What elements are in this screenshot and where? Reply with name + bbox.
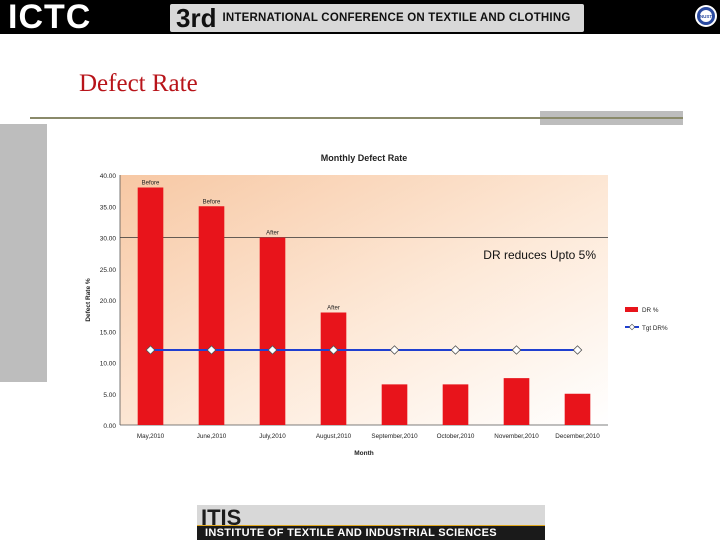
target-marker: [267, 345, 278, 355]
seal-text: NUST: [700, 14, 713, 19]
itis-logo: ITIS INSTITUTE OF TEXTILE AND INDUSTRIAL…: [197, 505, 545, 540]
legend-swatch-bar: [625, 307, 638, 312]
target-marker: [328, 345, 339, 355]
legend-label: Tgt DR%: [642, 325, 668, 332]
x-tick-label: September,2010: [371, 433, 418, 440]
bar: [442, 384, 469, 425]
legend-swatch-marker: [628, 323, 636, 331]
nust-seal-icon: NUST: [695, 5, 717, 27]
x-tick-label: November,2010: [494, 433, 539, 440]
conference-banner: ICTC 3rd INTERNATIONAL CONFERENCE ON TEX…: [0, 0, 720, 36]
bar: [320, 312, 347, 425]
bar: [137, 187, 164, 425]
x-tick-label: October,2010: [437, 433, 475, 440]
y-tick-label: 20.00: [100, 298, 117, 305]
legend-label: DR %: [642, 307, 659, 314]
x-tick-label: August,2010: [316, 433, 352, 440]
title-rule: [30, 117, 683, 119]
bar: [503, 378, 530, 425]
target-marker: [511, 345, 522, 355]
x-tick-label: May,2010: [137, 433, 165, 440]
target-marker: [389, 345, 400, 355]
conference-name: INTERNATIONAL CONFERENCE ON TEXTILE AND …: [222, 12, 571, 24]
chart-annotation: DR reduces Upto 5%: [483, 248, 596, 262]
bar: [259, 237, 286, 425]
itis-logo-full: INSTITUTE OF TEXTILE AND INDUSTRIAL SCIE…: [205, 527, 497, 539]
x-axis-title: Month: [354, 450, 374, 457]
bar: [381, 384, 408, 425]
x-tick-label: June,2010: [197, 433, 227, 440]
y-tick-label: 5.00: [103, 392, 116, 399]
bar: [198, 206, 225, 425]
bar-label: Before: [142, 181, 160, 187]
plot-area: [120, 175, 608, 425]
y-tick-label: 25.00: [100, 267, 117, 274]
y-tick-label: 35.00: [100, 204, 117, 211]
y-tick-label: 30.00: [100, 236, 117, 243]
y-tick-label: 15.00: [100, 329, 117, 336]
conference-edition: 3rd: [176, 2, 217, 33]
y-axis-title: Defect Rate %: [85, 278, 92, 322]
y-tick-label: 0.00: [103, 423, 116, 430]
ictc-logo-text: ICTC: [8, 0, 92, 36]
target-marker: [145, 345, 156, 355]
x-tick-label: July,2010: [259, 433, 286, 440]
slide-title: Defect Rate: [79, 70, 198, 97]
target-marker: [206, 345, 217, 355]
conference-title: 3rd INTERNATIONAL CONFERENCE ON TEXTILE …: [170, 2, 585, 33]
ictc-logo: ICTC: [0, 0, 145, 36]
defect-rate-chart: Monthly Defect Rate 0.00 5.00 10.00 15.00 20.…: [85, 153, 668, 457]
y-tick-label: 10.00: [100, 361, 117, 368]
y-tick-label: 40.00: [100, 173, 117, 180]
bar: [564, 393, 591, 425]
bar-label: After: [327, 306, 340, 312]
bar-label: After: [266, 231, 279, 237]
bar-label: Before: [203, 199, 221, 205]
target-marker: [450, 345, 461, 355]
x-tick-label: December,2010: [555, 433, 600, 440]
target-marker: [572, 345, 583, 355]
left-accent-bar: [0, 124, 47, 382]
itis-logo-bar: [197, 526, 545, 540]
chart-title: Monthly Defect Rate: [321, 153, 408, 163]
